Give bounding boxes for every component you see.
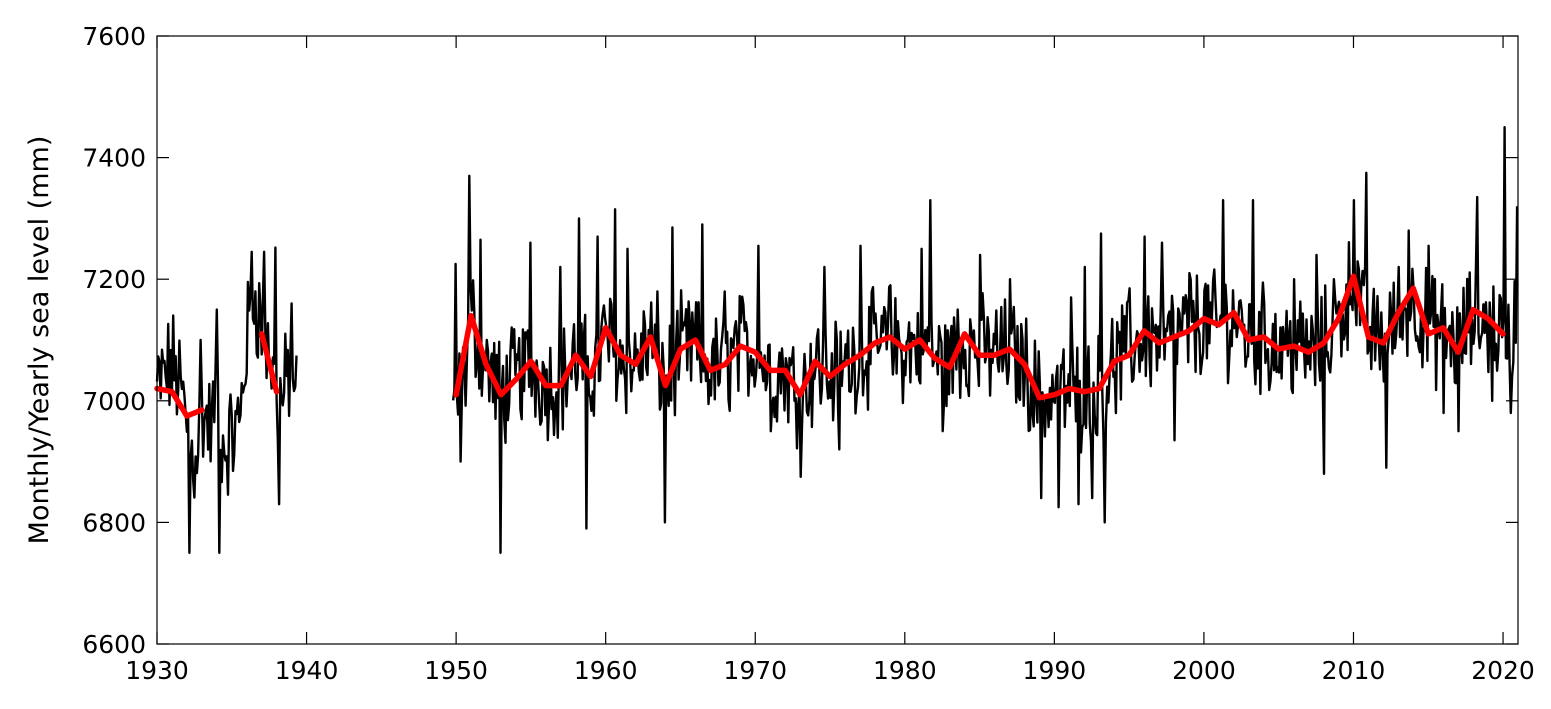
monthly-series xyxy=(155,125,1519,554)
x-tick-label: 1930 xyxy=(125,656,189,685)
y-axis-label: Monthly/Yearly sea level (mm) xyxy=(24,136,55,545)
yearly-series xyxy=(154,273,1506,419)
x-tick-label: 1940 xyxy=(275,656,339,685)
x-tick-label: 2020 xyxy=(1471,656,1535,685)
yearly-line-segment-2 xyxy=(258,331,280,395)
x-tick-label: 1950 xyxy=(424,656,488,685)
yearly-line-segment-3 xyxy=(453,273,1506,401)
plot-frame xyxy=(156,35,1519,645)
y-tick-label: 7600 xyxy=(82,22,146,51)
y-tick-label: 7400 xyxy=(82,144,146,173)
x-tick-label: 1960 xyxy=(574,656,638,685)
x-tick-label: 1980 xyxy=(873,656,937,685)
yearly-line-segment-1 xyxy=(154,385,205,419)
x-tick-label: 2010 xyxy=(1322,656,1386,685)
x-tick-label: 1970 xyxy=(723,656,787,685)
x-axis: 1930 1940 1950 1960 1970 1980 1990 2000 2010 2020 xyxy=(125,36,1535,685)
x-tick-label: 1990 xyxy=(1023,656,1087,685)
y-tick-label: 7200 xyxy=(82,265,146,294)
monthly-line-segment-2 xyxy=(451,125,1519,554)
y-tick-label: 6800 xyxy=(82,508,146,537)
y-tick-label: 7000 xyxy=(82,387,146,416)
monthly-line-segment-1 xyxy=(155,246,298,554)
x-tick-label: 2000 xyxy=(1172,656,1236,685)
y-tick-label: 6600 xyxy=(82,630,146,659)
y-axis: 6600 6800 7000 7200 7400 7600 xyxy=(82,22,1518,659)
